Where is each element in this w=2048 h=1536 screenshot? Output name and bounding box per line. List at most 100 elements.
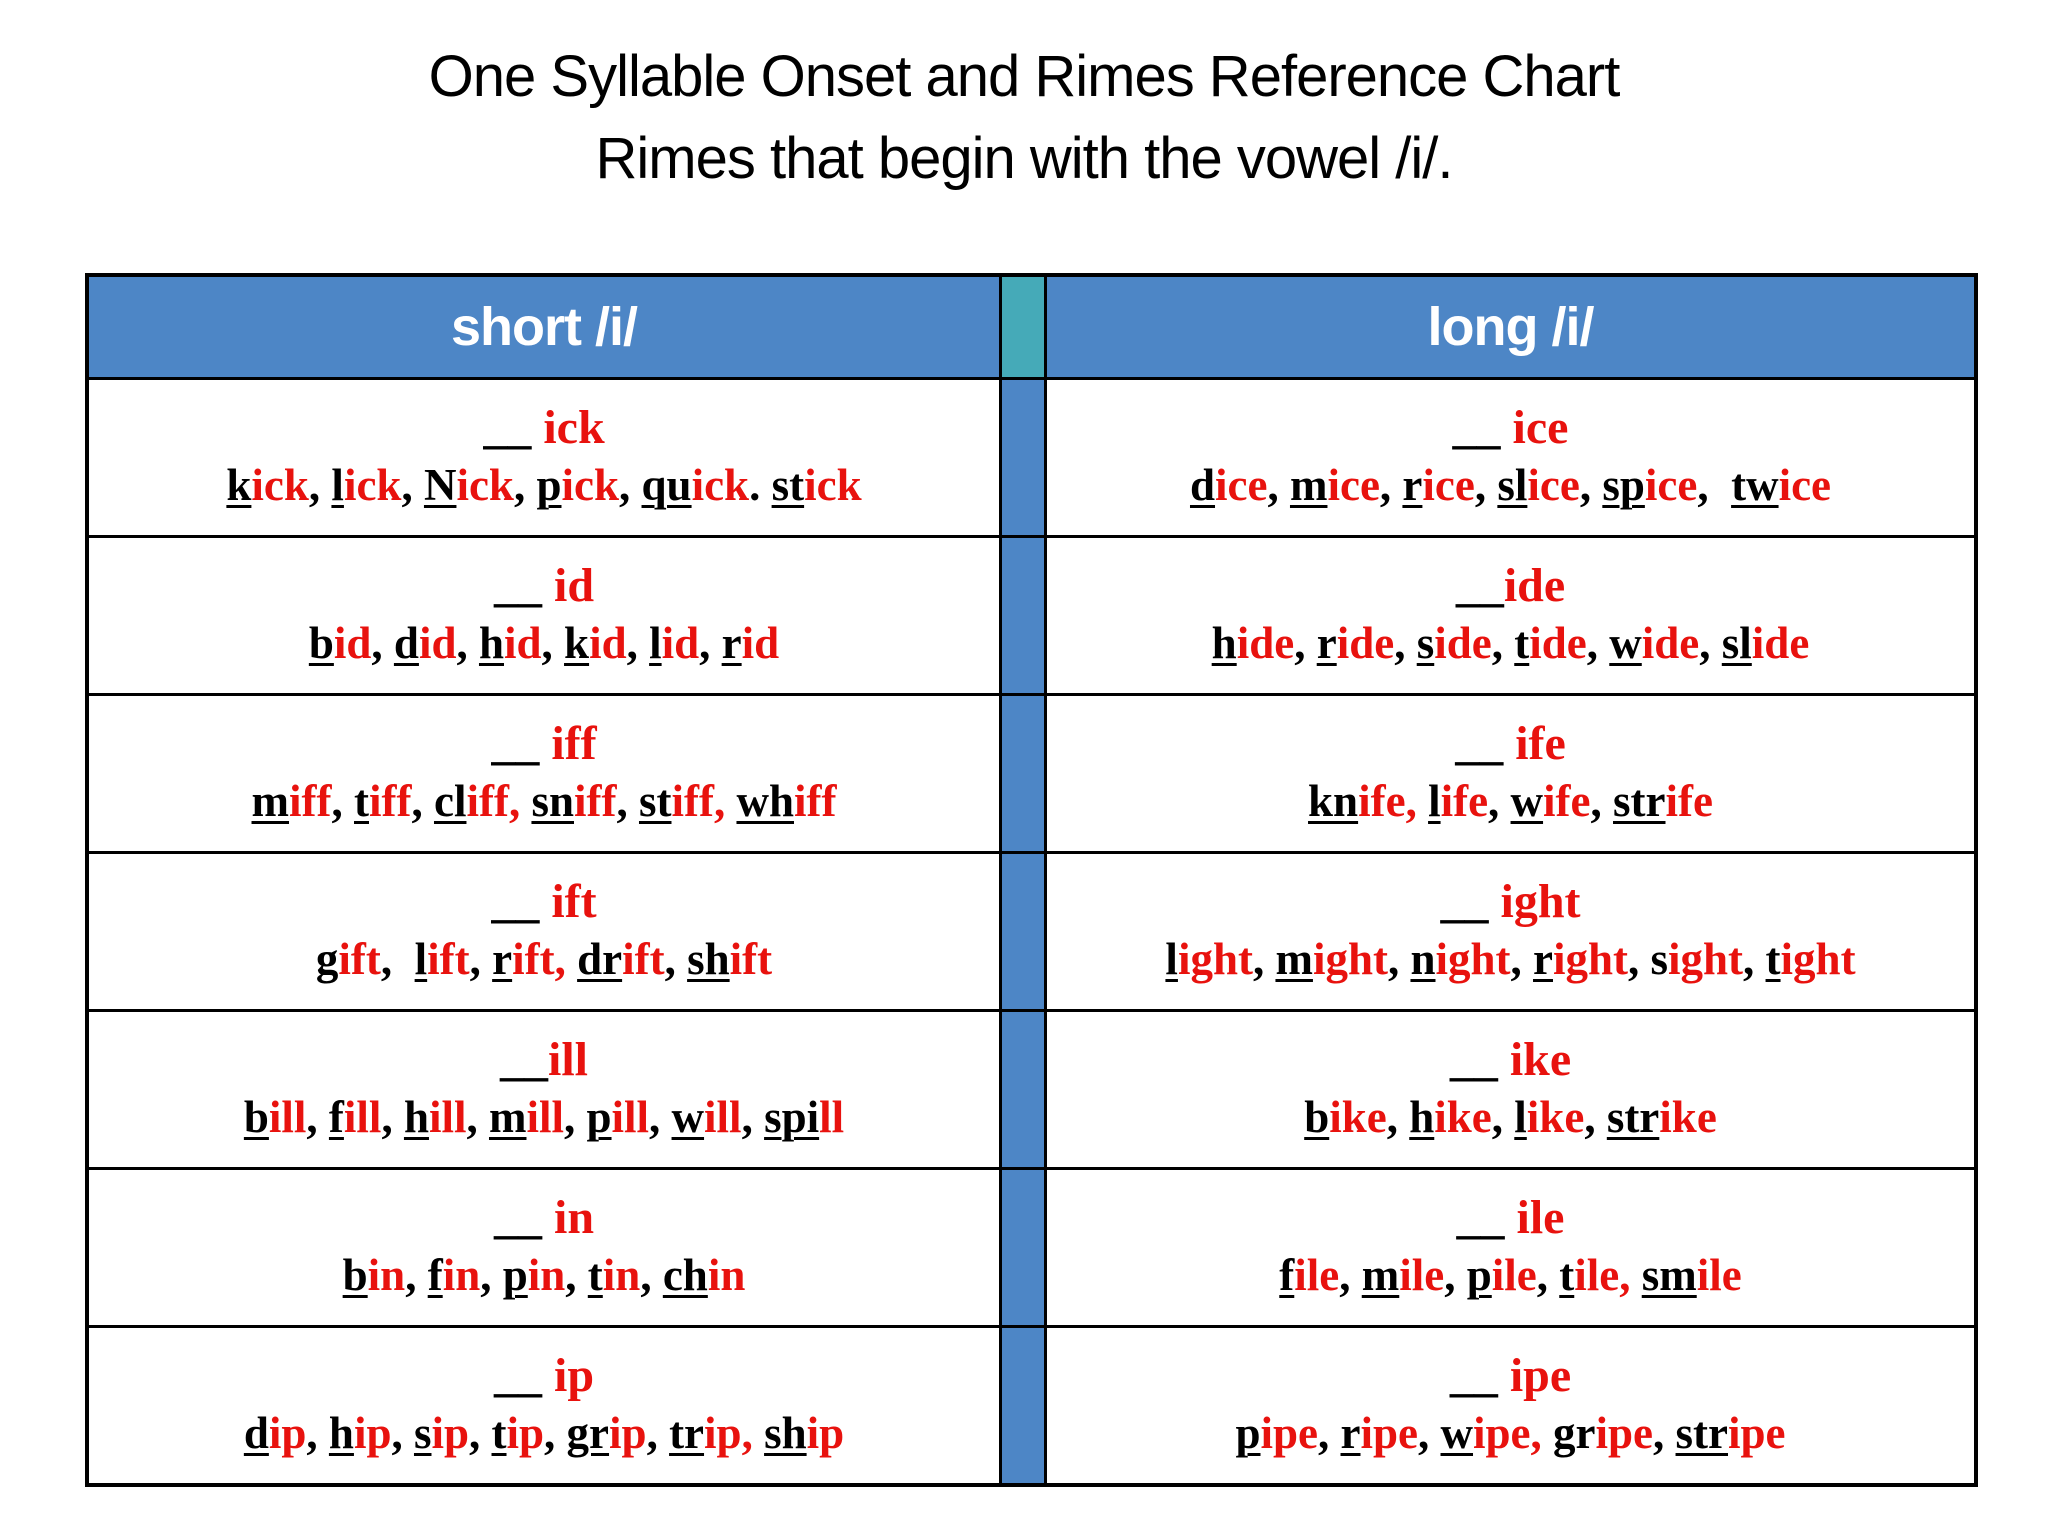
rime-line: __ill [500, 1035, 588, 1085]
word-segment: , [565, 1249, 588, 1300]
rime-line: __ ift [491, 877, 596, 927]
rime-line: __ in [494, 1193, 594, 1243]
word-segment: in [707, 1249, 746, 1300]
rime-line: __ id [494, 561, 594, 611]
word-segment: r [1340, 1407, 1361, 1458]
word-segment: r [492, 933, 513, 984]
word-segment [753, 1408, 764, 1458]
word-segment: ill [547, 1033, 588, 1087]
word-segment: l [649, 617, 662, 668]
word-segment: sp [1602, 459, 1645, 510]
word-segment: __ [1452, 401, 1513, 455]
word-segment: , [1394, 617, 1417, 668]
word-segment: __ [483, 401, 544, 455]
word-segment: __ [1449, 1033, 1510, 1087]
word-segment: p [586, 1091, 612, 1142]
word-segment: , [405, 1249, 428, 1300]
word-line: miff, tiff, cliff, sniff, stiff, whiff [252, 774, 837, 828]
cell-row4-left: __ ift gift, lift, rift, drift, shift [89, 854, 999, 1009]
word-segment: m [1289, 459, 1328, 510]
word-line: pipe, ripe, wipe, gripe, stripe [1235, 1406, 1785, 1460]
word-segment: iff [671, 775, 714, 826]
word-segment: l [1428, 775, 1441, 826]
word-segment: str [1675, 1407, 1729, 1458]
word-segment: sh [687, 933, 730, 984]
word-segment: h [1409, 1091, 1435, 1142]
word-segment: , [466, 1091, 489, 1142]
word-segment: , [1510, 933, 1534, 984]
word-segment: ike [1509, 1033, 1572, 1087]
word-line: kick, lick, Nick, pick, quick. stick [226, 458, 861, 512]
word-segment [1542, 1408, 1553, 1458]
word-segment: p [1466, 1249, 1492, 1300]
word-segment: __ [493, 559, 554, 613]
word-segment: id [741, 617, 780, 668]
word-segment: ide [1236, 617, 1295, 668]
word-segment: t [1559, 1249, 1575, 1300]
word-segment: ice [1527, 459, 1580, 510]
cell-row6-right: __ ile file, mile, pile, tile, smile [1047, 1170, 1974, 1325]
word-segment: , [1530, 1407, 1542, 1458]
rime-line: __ ick [483, 403, 604, 453]
divider-row6 [1002, 1170, 1044, 1325]
word-segment: ife [1543, 775, 1591, 826]
word-segment: , [480, 1249, 503, 1300]
word-segment: ife [1515, 717, 1566, 771]
word-segment: ile [1696, 1249, 1742, 1300]
rime-line: __ ight [1440, 877, 1580, 927]
cell-row2-left: __ id bid, did, hid, kid, lid, rid [89, 538, 999, 693]
word-segment: , [1536, 1249, 1560, 1300]
page-title: One Syllable Onset and Rimes Reference C… [0, 36, 2048, 201]
word-segment: , [1488, 775, 1511, 826]
word-segment: gr [566, 1407, 610, 1458]
word-segment: ipe [1473, 1407, 1531, 1458]
word-segment: t [1514, 617, 1530, 668]
word-segment: , [1653, 1407, 1676, 1458]
word-segment: __ [1456, 1191, 1517, 1245]
word-segment: , [616, 775, 639, 826]
word-segment: , [1387, 933, 1411, 984]
word-segment: ill [268, 1091, 307, 1142]
word-segment: ile [1491, 1249, 1537, 1300]
word-segment: s [1650, 933, 1669, 984]
word-segment: ill [611, 1091, 650, 1142]
word-segment: p [1235, 1407, 1261, 1458]
divider-row2 [1002, 538, 1044, 693]
word-segment: ide [1434, 617, 1492, 668]
word-segment: n [1410, 933, 1436, 984]
word-segment: f [427, 1249, 443, 1300]
word-segment: , [308, 459, 332, 510]
word-segment: , [741, 1091, 765, 1142]
rime-line: __ ip [494, 1351, 594, 1401]
word-segment: d [1189, 459, 1216, 510]
word-segment: ch [662, 1249, 708, 1300]
word-segment: b [1304, 1091, 1330, 1142]
word-segment: t [1765, 933, 1781, 984]
word-segment: id [661, 617, 700, 668]
word-segment: ill [343, 1091, 382, 1142]
word-segment: h [1211, 617, 1237, 668]
word-segment: m [251, 775, 290, 826]
word-line: bike, hike, like, strike [1304, 1090, 1717, 1144]
word-segment: sn [531, 775, 574, 826]
word-segment: , [564, 1091, 587, 1142]
word-segment: cl [433, 775, 467, 826]
word-segment: k [564, 617, 590, 668]
word-line: bill, fill, hill, mill, pill, will, spil… [244, 1090, 844, 1144]
word-segment: ide [1529, 617, 1587, 668]
word-segment: ight [1435, 933, 1511, 984]
word-segment: , [664, 933, 688, 984]
word-segment: __ [1455, 559, 1504, 613]
word-segment: ift [622, 933, 665, 984]
word-segment: r [1402, 459, 1423, 510]
word-segment: ight [1500, 875, 1581, 929]
word-line: dip, hip, sip, tip, grip, trip, ship [244, 1406, 844, 1460]
word-segment: , [469, 1407, 492, 1458]
word-segment: , [1474, 459, 1498, 510]
word-segment [566, 934, 577, 984]
word-segment: ill [704, 1091, 742, 1142]
word-segment: ip [353, 1407, 392, 1458]
word-segment: , [469, 933, 493, 984]
word-segment: ll [819, 1091, 845, 1142]
word-segment: , [1339, 1249, 1362, 1300]
